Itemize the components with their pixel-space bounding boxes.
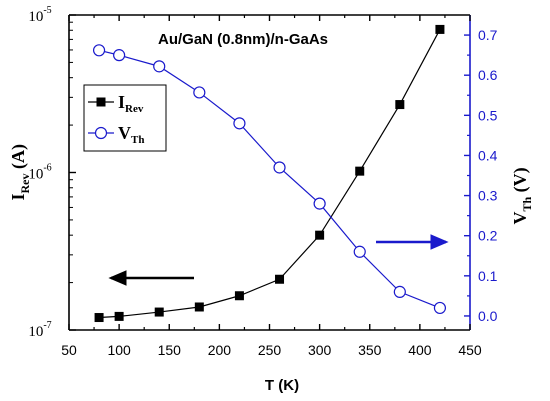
y-axis-right: 0.0 0.1 0.2 0.3 0.4 0.5 0.6 0.7 VTh (V)	[464, 27, 534, 324]
series-1-point	[233, 117, 246, 130]
series-1-point	[353, 245, 366, 258]
y-right-tick-label: 0.1	[478, 268, 498, 284]
series-layer	[92, 24, 447, 323]
y-right-tick-label: 0.5	[478, 107, 498, 123]
x-tick-label: 150	[158, 342, 182, 358]
y-right-axis-label: VTh (V)	[510, 167, 534, 224]
series-0-point	[395, 100, 405, 110]
series-0-point	[114, 311, 124, 321]
legend-0-swatch-marker	[96, 97, 106, 107]
series-0-point	[154, 307, 164, 317]
legend-1-label: VTh	[118, 123, 144, 146]
x-tick-label: 450	[458, 342, 482, 358]
y-right-tick-label: 0.0	[478, 308, 498, 324]
series-0-point	[275, 274, 285, 284]
x-tick-label: 400	[408, 342, 432, 358]
series-0-point	[355, 166, 365, 176]
series-1-point	[313, 197, 326, 210]
series-0-point	[315, 230, 325, 240]
legend-box	[83, 84, 167, 152]
series-1-point	[92, 44, 106, 57]
legend: IRev VTh	[83, 84, 167, 152]
series-0-point	[194, 302, 204, 312]
y-left-tick-label: 10-5	[28, 5, 51, 25]
series-0-point	[435, 24, 445, 34]
legend-1-swatch-marker	[94, 126, 108, 140]
chart-title: Au/GaN (0.8nm)/n-GaAs	[158, 31, 328, 48]
y-left-tick-label: 10-7	[28, 320, 51, 340]
series-1-point	[433, 301, 447, 315]
series-1-point	[273, 161, 286, 174]
x-tick-label: 100	[107, 342, 131, 358]
series-0-line	[99, 29, 441, 319]
series-0-point	[94, 313, 104, 323]
series-1-point	[153, 60, 166, 73]
x-tick-label: 200	[208, 342, 232, 358]
legend-0-label: IRev	[118, 92, 144, 115]
series-1-point	[113, 49, 126, 62]
series-1-point	[193, 86, 206, 99]
x-tick-label: 300	[308, 342, 332, 358]
y-right-tick-label: 0.4	[478, 147, 498, 163]
x-axis: 50 100 150 200 250 300 350 400 450	[61, 15, 482, 358]
y-right-tick-label: 0.6	[478, 67, 498, 83]
x-tick-label: 350	[358, 342, 382, 358]
y-left-axis-label: IRev (A)	[8, 144, 32, 201]
series-1-point	[393, 285, 406, 298]
x-tick-label: 50	[61, 342, 77, 358]
y-right-tick-label: 0.7	[478, 27, 498, 43]
annotations	[108, 234, 449, 286]
series-1-line	[98, 49, 441, 309]
y-left-tick-label: 10-6	[28, 163, 51, 183]
y-right-tick-label: 0.2	[478, 228, 498, 244]
y-right-tick-label: 0.3	[478, 188, 498, 204]
x-axis-label: T (K)	[265, 377, 299, 394]
y-axis-left: 10-7 10-6 10-5 IRev (A)	[8, 5, 76, 340]
x-tick-label: 250	[258, 342, 282, 358]
series-0-point	[234, 291, 244, 301]
